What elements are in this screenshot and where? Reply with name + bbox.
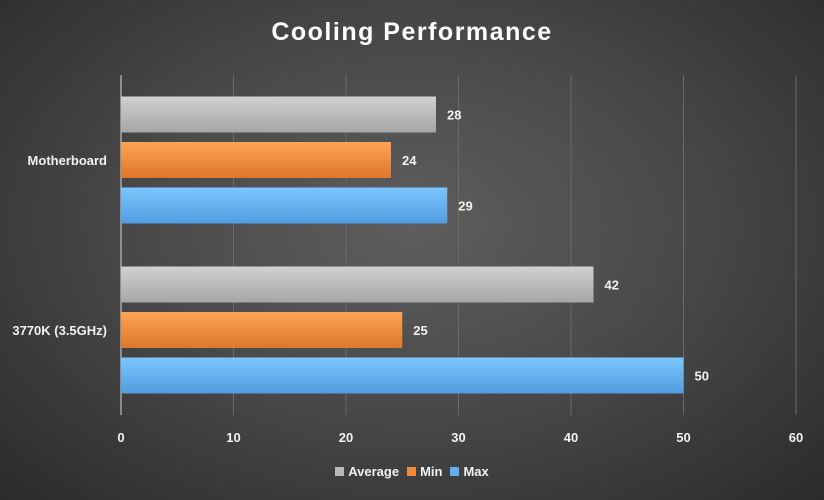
data-label: 25: [413, 323, 427, 338]
category-label: Motherboard: [28, 153, 108, 168]
legend-item: Average: [335, 464, 399, 479]
data-label: 29: [458, 199, 472, 214]
data-label: 50: [695, 369, 709, 384]
bar-average: [121, 266, 594, 303]
legend-item: Min: [407, 464, 442, 479]
legend-label: Average: [348, 464, 400, 479]
data-label: 24: [402, 153, 417, 168]
bar-max: [121, 187, 448, 224]
x-tick-label: 60: [789, 430, 803, 445]
labels: 0 10 20 30 40 50 60 Motherboard 28 24 29 3770K (3.5…: [12, 108, 803, 446]
x-tick-label: 50: [676, 430, 690, 445]
chart-title: Cooling Performance: [271, 18, 553, 46]
data-label: 42: [605, 278, 619, 293]
data-label: 28: [447, 108, 461, 123]
legend-swatch: [335, 467, 345, 476]
bar-min: [121, 312, 403, 348]
x-tick-label: 0: [117, 430, 124, 445]
legend-item: Max: [450, 464, 489, 479]
x-tick-label: 10: [226, 430, 240, 445]
bar-min: [121, 142, 391, 178]
x-tick-label: 20: [339, 430, 353, 445]
x-tick-label: 40: [564, 430, 578, 445]
legend-swatch: [407, 467, 417, 476]
legend: Average Min Max: [0, 464, 824, 479]
legend-label: Max: [463, 464, 489, 479]
bar-average: [121, 96, 436, 133]
bars: [121, 96, 684, 394]
bar-max: [121, 357, 684, 394]
legend-label: Min: [420, 464, 443, 479]
legend-swatch: [450, 467, 460, 476]
category-label: 3770K (3.5GHz): [12, 323, 107, 338]
x-tick-label: 30: [451, 430, 465, 445]
